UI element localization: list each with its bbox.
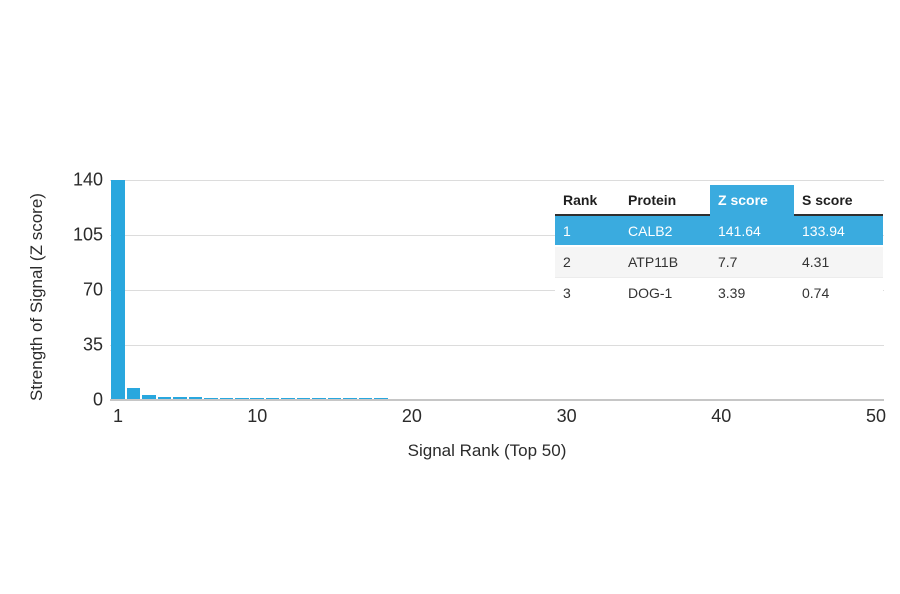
bar-rank-4 [157, 397, 172, 400]
cell-z-score: 3.39 [718, 284, 746, 301]
bar-rank-6 [188, 397, 203, 400]
y-tick-label-105: 105 [72, 224, 103, 245]
cell-protein: ATP11B [620, 246, 710, 278]
column-header-z-score: Z score [710, 185, 794, 216]
x-axis-line [110, 399, 884, 401]
bar-rank-7 [204, 397, 218, 400]
cell-rank: 3 [563, 284, 571, 301]
table-row-dog-1: 3 DOG-1 3.39 0.74 [555, 277, 883, 308]
y-tick-label-70: 70 [82, 279, 103, 300]
bar-rank-10 [250, 397, 264, 400]
x-tick-label-1: 1 [112, 406, 124, 426]
gridline-y-70 [110, 290, 884, 291]
bar-rank-3 [142, 394, 156, 400]
x-tick-label-30: 30 [556, 406, 577, 426]
column-header-protein: Protein [620, 185, 710, 216]
cell-protein: DOG-1 [628, 284, 673, 301]
bar-rank-1 [111, 180, 125, 400]
cell-s-score: 0.74 [802, 284, 830, 301]
cell-s-score: 133.94 [794, 215, 883, 247]
x-tick-label-20: 20 [401, 406, 422, 426]
bar-rank-5 [173, 397, 187, 400]
x-tick-label-50: 50 [865, 406, 887, 426]
table-row-atp11b: 2 ATP11B 7.7 4.31 [555, 246, 883, 278]
cell-z-score: 141.64 [710, 215, 794, 247]
cell-protein: CALB2 [620, 215, 710, 247]
bar-rank-9 [235, 397, 249, 400]
column-header-rank: Rank [555, 185, 620, 216]
cell-rank: 2 [555, 246, 620, 278]
protein-ranking-table: Rank Protein Z score S score 1 CALB2 141… [555, 185, 883, 308]
table-header-row: Rank Protein Z score S score [555, 185, 883, 216]
column-header-s-score: S score [794, 185, 883, 216]
x-axis-title: Signal Rank (Top 50) [407, 441, 567, 460]
y-tick-label-35: 35 [82, 334, 103, 355]
bar-rank-2 [126, 387, 141, 400]
y-tick-label-140: 140 [72, 169, 103, 190]
cell-s-score: 4.31 [794, 246, 883, 278]
gridline-y-35 [110, 345, 884, 346]
x-tick-label-40: 40 [711, 406, 732, 426]
gridline-y-140 [110, 180, 884, 181]
cell-z-score: 7.7 [710, 246, 794, 278]
cell-rank: 1 [555, 215, 620, 247]
gridline-y-105 [110, 235, 884, 236]
bar-rank-8 [219, 397, 234, 400]
y-tick-label-0: 0 [92, 389, 103, 410]
table-row-calb2: 1 CALB2 141.64 133.94 [555, 215, 883, 247]
x-tick-label-10: 10 [247, 406, 268, 426]
